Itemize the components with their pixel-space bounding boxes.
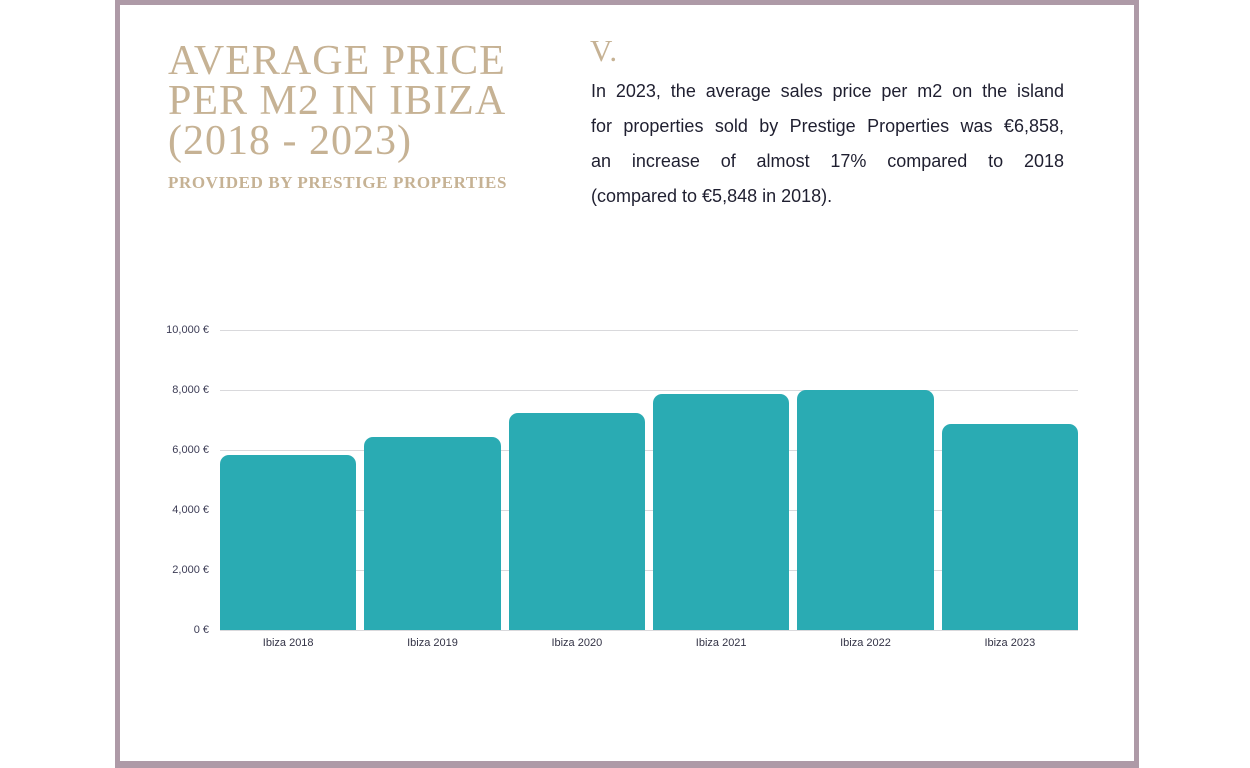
bar-ibiza-2021 [653, 393, 790, 630]
gridline [220, 629, 1078, 631]
bar-ibiza-2023 [941, 424, 1078, 630]
section-marker: V. [590, 33, 619, 68]
x-axis-tick-label: Ibiza 2021 [695, 637, 747, 649]
y-axis-tick-label: 8,000 € [172, 384, 209, 396]
slide-frame: AVERAGE PRICE PER M2 IN IBIZA (2018 - 20… [115, 0, 1139, 768]
page-title-line-2: PER M2 IN IBIZA [168, 78, 507, 124]
annotation-line: In 2023, the average sales price per m2 … [591, 81, 1064, 101]
annotation-line: for properties sold by Prestige Properti… [591, 116, 1064, 136]
y-axis-tick-label: 6,000 € [172, 444, 209, 456]
gridline [220, 389, 1078, 391]
bar-ibiza-2018 [220, 454, 357, 630]
y-axis-tick-label: 10,000 € [166, 324, 209, 336]
gridline [220, 449, 1078, 451]
x-axis-tick-label: Ibiza 2018 [262, 637, 314, 649]
annotation-paragraph: In 2023, the average sales price per m2 … [591, 74, 1064, 214]
page-subtitle: PROVIDED BY PRESTIGE PROPERTIES [168, 173, 508, 192]
page-title-line-3: (2018 - 2023) [168, 118, 412, 164]
page-title-line-1: AVERAGE PRICE [168, 38, 506, 84]
y-axis-tick-label: 0 € [193, 624, 209, 636]
gridline [220, 329, 1078, 331]
annotation-line: an increase of almost 17% compared to 20… [591, 151, 1064, 171]
bar-ibiza-2022 [797, 390, 934, 630]
title-block: AVERAGE PRICE PER M2 IN IBIZA (2018 - 20… [168, 38, 568, 193]
plot-area: 0 € 2,000 € 4,000 € 6,000 € 8,000 € 10,000 € I… [166, 324, 1078, 649]
y-axis-tick-label: 4,000 € [172, 504, 209, 516]
x-axis-tick-label: Ibiza 2023 [984, 637, 1036, 649]
bar-ibiza-2020 [508, 413, 645, 630]
x-axis-tick-label: Ibiza 2022 [840, 637, 891, 649]
annotation-line: (compared to €5,848 in 2018). [591, 186, 833, 206]
y-axis-tick-label: 2,000 € [172, 564, 209, 576]
gridline [220, 569, 1078, 571]
x-axis-tick-label: Ibiza 2019 [407, 637, 458, 649]
gridline [220, 509, 1078, 511]
x-axis-tick-label: Ibiza 2020 [551, 637, 603, 649]
bar-ibiza-2019 [364, 437, 501, 630]
